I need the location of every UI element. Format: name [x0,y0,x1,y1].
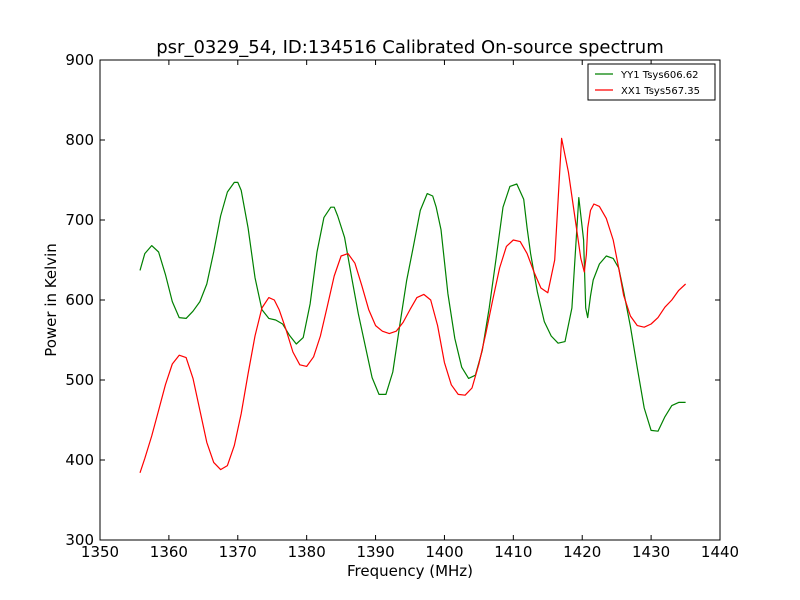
y-tick-label: 800 [65,131,94,149]
x-tick-label: 1400 [425,543,463,561]
series-line-xx1 [139,137,687,473]
y-tick-label: 700 [65,211,94,229]
y-axis-title: Power in Kelvin [42,243,60,357]
y-tick-label: 300 [65,531,94,549]
legend-frame [587,63,716,101]
y-tick-label: 500 [65,371,94,389]
x-tick-label: 1350 [81,543,119,561]
legend-label-yy1: YY1 Tsys606.62 [620,70,699,81]
y-tick-label: 600 [65,291,94,309]
x-tick-label: 1420 [563,543,601,561]
x-tick-label: 1360 [150,543,188,561]
series-layer [139,137,687,473]
x-axis-title: Frequency (MHz) [347,562,473,580]
chart-title: psr_0329_54, ID:134516 Calibrated On-sou… [156,37,664,58]
x-tick-label: 1430 [632,543,670,561]
legend-label-xx1: XX1 Tsys567.35 [621,86,700,97]
tick-layer: 1350 1360 1370 1380 1390 1400 1410 1420 1430 1440… [65,51,739,561]
y-tick-label: 400 [65,451,94,469]
x-tick-label: 1370 [219,543,257,561]
plot-area [100,60,720,540]
x-tick-label: 1440 [701,543,739,561]
x-tick-label: 1410 [494,543,532,561]
y-tick-label: 900 [65,51,94,69]
plot-frame [99,59,721,541]
x-tick-label: 1380 [288,543,326,561]
x-tick-label: 1390 [356,543,394,561]
series-line-yy1 [139,181,686,432]
legend: YY1 Tsys606.62 XX1 Tsys567.35 [587,63,716,101]
